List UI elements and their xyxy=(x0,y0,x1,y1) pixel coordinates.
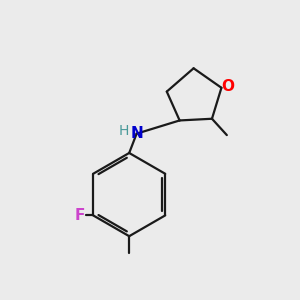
Text: F: F xyxy=(75,208,85,223)
Text: H: H xyxy=(119,124,129,138)
Text: O: O xyxy=(221,79,235,94)
Text: N: N xyxy=(130,126,143,141)
